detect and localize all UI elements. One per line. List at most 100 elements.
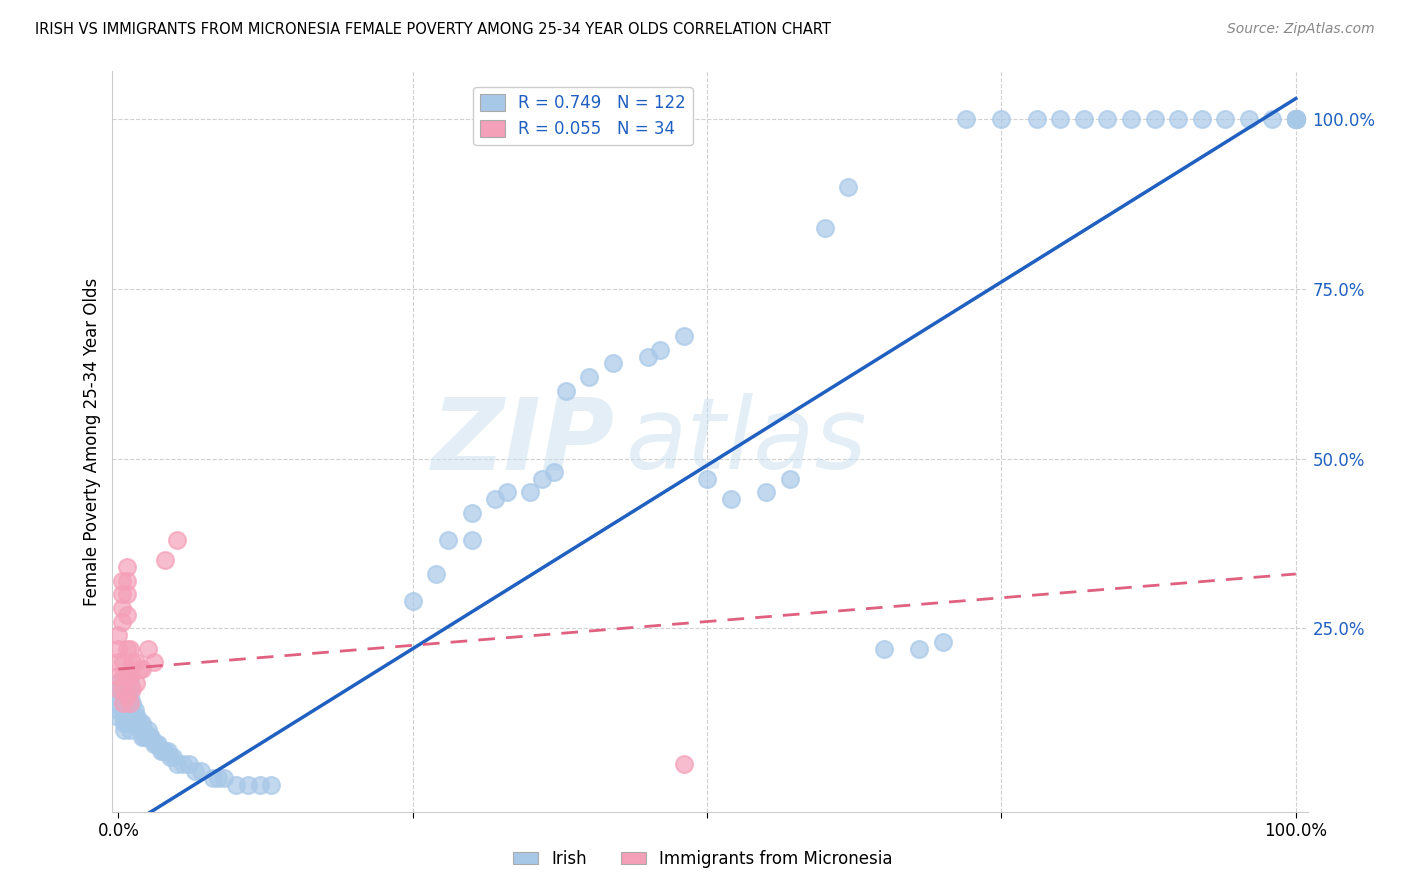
Point xyxy=(225,778,247,792)
Point xyxy=(207,771,229,785)
Point xyxy=(112,703,135,717)
Point xyxy=(112,696,135,710)
Point xyxy=(125,655,148,669)
Point xyxy=(177,757,200,772)
Point xyxy=(112,716,135,731)
Point xyxy=(115,560,138,574)
Point xyxy=(134,730,156,744)
Point xyxy=(120,709,142,723)
Point xyxy=(1285,112,1308,126)
Point xyxy=(107,675,129,690)
Point xyxy=(696,472,718,486)
Legend: R = 0.749   N = 122, R = 0.055   N = 34: R = 0.749 N = 122, R = 0.055 N = 34 xyxy=(474,87,693,145)
Point xyxy=(121,655,143,669)
Point xyxy=(184,764,207,778)
Point xyxy=(1285,112,1308,126)
Point xyxy=(120,641,142,656)
Point xyxy=(236,778,259,792)
Point xyxy=(1167,112,1189,126)
Point xyxy=(120,669,142,683)
Point xyxy=(111,574,134,588)
Point xyxy=(779,472,801,486)
Point xyxy=(201,771,224,785)
Point xyxy=(131,723,153,738)
Point xyxy=(112,709,135,723)
Point xyxy=(107,669,129,683)
Point xyxy=(115,703,138,717)
Point xyxy=(115,690,138,704)
Point xyxy=(1261,112,1284,126)
Point xyxy=(190,764,212,778)
Point xyxy=(127,709,149,723)
Point xyxy=(112,690,135,704)
Point xyxy=(120,716,142,731)
Point xyxy=(814,220,837,235)
Point xyxy=(136,723,159,738)
Point xyxy=(1097,112,1119,126)
Point xyxy=(1025,112,1047,126)
Point xyxy=(496,485,519,500)
Point xyxy=(128,662,150,676)
Point xyxy=(141,730,163,744)
Point xyxy=(128,716,150,731)
Y-axis label: Female Poverty Among 25-34 Year Olds: Female Poverty Among 25-34 Year Olds xyxy=(83,277,101,606)
Point xyxy=(931,635,953,649)
Point xyxy=(1143,112,1166,126)
Point xyxy=(1285,112,1308,126)
Point xyxy=(1119,112,1142,126)
Point xyxy=(602,356,624,370)
Point xyxy=(107,682,129,697)
Point xyxy=(437,533,460,547)
Point xyxy=(112,696,135,710)
Point xyxy=(124,716,146,731)
Point xyxy=(139,730,162,744)
Point xyxy=(142,737,165,751)
Point xyxy=(543,465,565,479)
Point xyxy=(159,750,181,764)
Point xyxy=(837,179,859,194)
Point xyxy=(214,771,236,785)
Point xyxy=(1285,112,1308,126)
Point xyxy=(128,723,150,738)
Point xyxy=(136,641,159,656)
Point xyxy=(578,370,600,384)
Point xyxy=(908,641,931,656)
Point xyxy=(115,669,138,683)
Point xyxy=(152,743,174,757)
Point xyxy=(107,703,129,717)
Point xyxy=(111,615,134,629)
Point xyxy=(460,533,482,547)
Legend: Irish, Immigrants from Micronesia: Irish, Immigrants from Micronesia xyxy=(506,844,900,875)
Point xyxy=(1285,112,1308,126)
Point xyxy=(120,682,142,697)
Point xyxy=(156,743,179,757)
Point xyxy=(648,343,671,357)
Point xyxy=(134,723,156,738)
Point xyxy=(115,696,138,710)
Point xyxy=(131,716,153,731)
Point xyxy=(115,587,138,601)
Point xyxy=(112,655,135,669)
Point xyxy=(1285,112,1308,126)
Point xyxy=(249,778,271,792)
Point xyxy=(120,675,142,690)
Point xyxy=(1285,112,1308,126)
Point xyxy=(990,112,1012,126)
Point xyxy=(554,384,576,398)
Point xyxy=(115,641,138,656)
Point xyxy=(107,696,129,710)
Point xyxy=(107,682,129,697)
Point xyxy=(115,574,138,588)
Text: atlas: atlas xyxy=(627,393,868,490)
Point xyxy=(121,716,143,731)
Point xyxy=(1285,112,1308,126)
Point xyxy=(112,723,135,738)
Point xyxy=(148,737,170,751)
Point xyxy=(402,594,425,608)
Point xyxy=(149,743,172,757)
Point xyxy=(121,696,143,710)
Point xyxy=(107,690,129,704)
Point xyxy=(120,690,142,704)
Point xyxy=(120,669,142,683)
Point xyxy=(162,750,184,764)
